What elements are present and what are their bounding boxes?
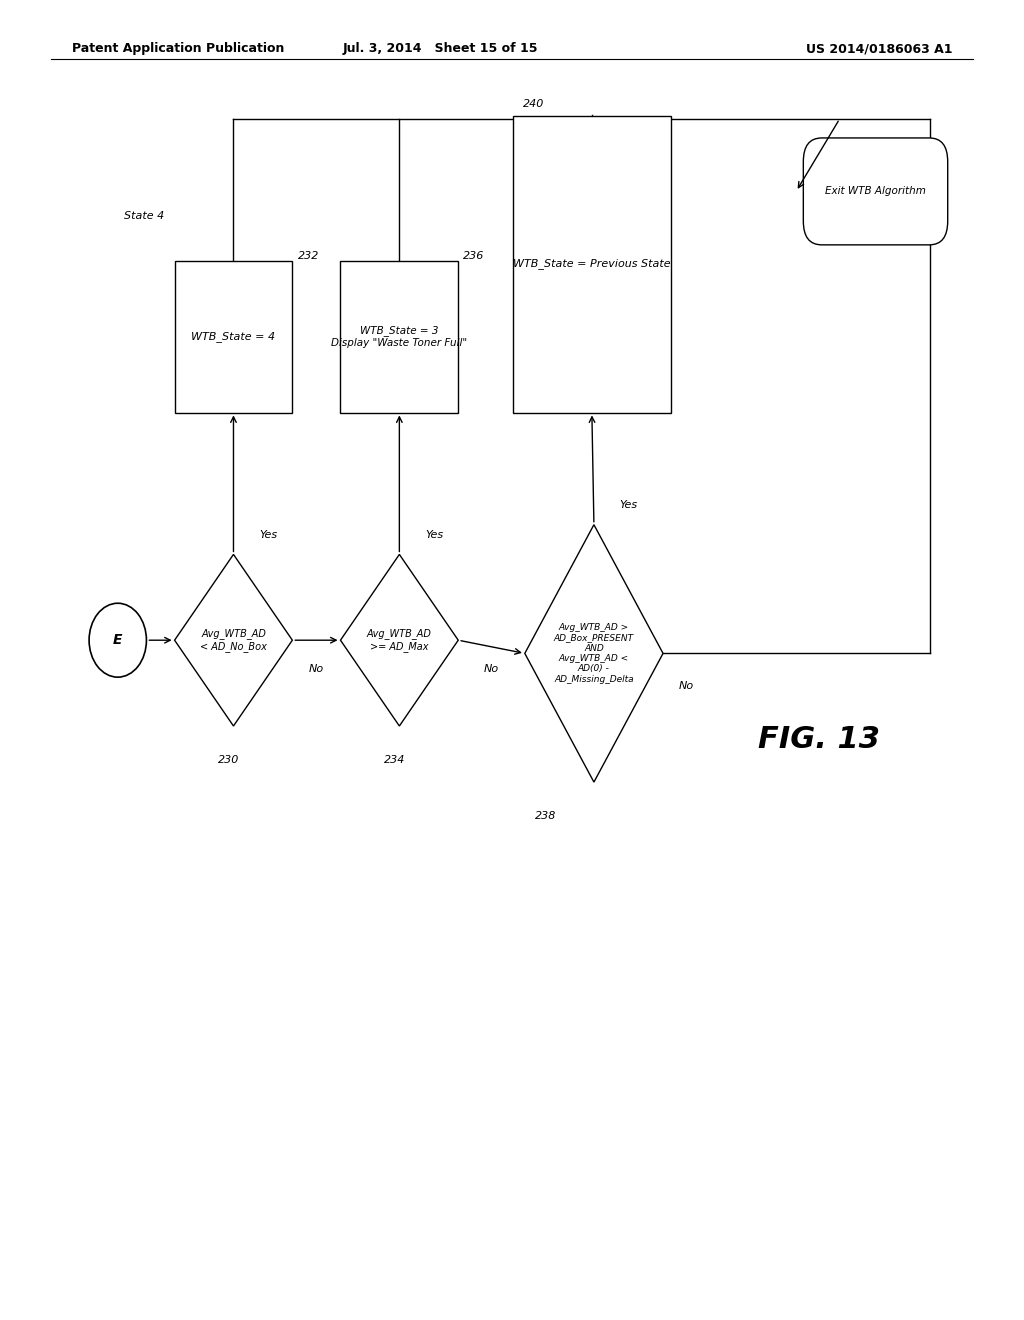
Text: WTB_State = 3
Display "Waste Toner Full": WTB_State = 3 Display "Waste Toner Full" xyxy=(332,325,467,348)
Text: 234: 234 xyxy=(384,755,404,766)
Text: Yes: Yes xyxy=(259,529,278,540)
Text: 240: 240 xyxy=(522,99,544,108)
Text: Yes: Yes xyxy=(620,500,638,510)
Text: 232: 232 xyxy=(298,251,318,261)
Text: Yes: Yes xyxy=(425,529,443,540)
Polygon shape xyxy=(340,554,459,726)
Text: 236: 236 xyxy=(463,251,484,261)
Text: Patent Application Publication: Patent Application Publication xyxy=(72,42,284,55)
Polygon shape xyxy=(524,524,664,781)
Text: No: No xyxy=(484,664,499,675)
Polygon shape xyxy=(174,554,293,726)
Text: WTB_State = Previous State: WTB_State = Previous State xyxy=(513,259,671,269)
Text: US 2014/0186063 A1: US 2014/0186063 A1 xyxy=(806,42,952,55)
Text: Exit WTB Algorithm: Exit WTB Algorithm xyxy=(825,186,926,197)
Text: 230: 230 xyxy=(218,755,239,766)
Text: Avg_WTB_AD
< AD_No_Box: Avg_WTB_AD < AD_No_Box xyxy=(200,628,267,652)
Text: Avg_WTB_AD >
AD_Box_PRESENT
AND
Avg_WTB_AD <
AD(0) -
AD_Missing_Delta: Avg_WTB_AD > AD_Box_PRESENT AND Avg_WTB_… xyxy=(554,623,634,684)
FancyBboxPatch shape xyxy=(174,261,293,412)
FancyBboxPatch shape xyxy=(803,139,948,244)
Text: WTB_State = 4: WTB_State = 4 xyxy=(191,331,275,342)
Text: FIG. 13: FIG. 13 xyxy=(758,725,881,754)
Text: State 4: State 4 xyxy=(124,211,164,220)
Text: Avg_WTB_AD
>= AD_Max: Avg_WTB_AD >= AD_Max xyxy=(367,628,432,652)
Text: E: E xyxy=(113,634,123,647)
Circle shape xyxy=(89,603,146,677)
Text: Jul. 3, 2014   Sheet 15 of 15: Jul. 3, 2014 Sheet 15 of 15 xyxy=(343,42,538,55)
Text: No: No xyxy=(678,681,693,692)
Text: 238: 238 xyxy=(535,810,556,821)
FancyBboxPatch shape xyxy=(340,261,459,412)
FancyBboxPatch shape xyxy=(512,116,672,412)
Text: No: No xyxy=(309,664,324,675)
